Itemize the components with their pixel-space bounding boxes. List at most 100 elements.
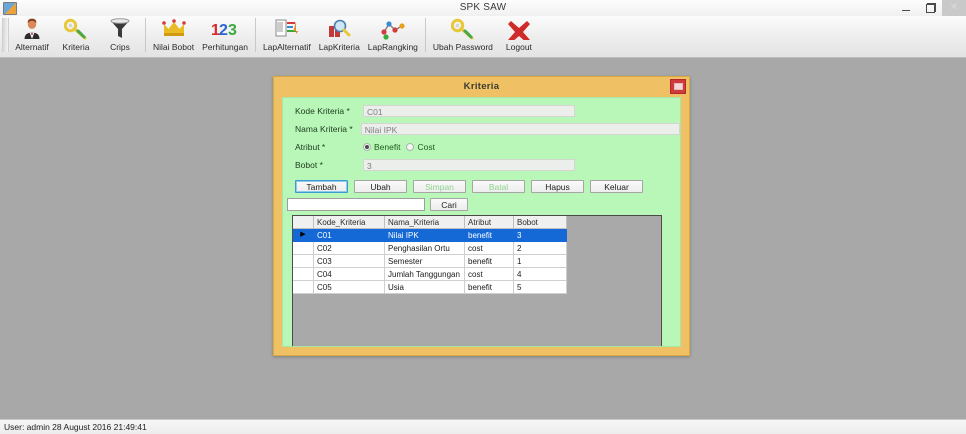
kriteria-dialog: Kriteria Kode Kriteria * C01 Nama Kriter… <box>273 76 690 356</box>
user-icon <box>21 17 43 41</box>
minimize-icon <box>902 10 910 11</box>
kriteria-grid[interactable]: Kode_Kriteria Nama_Kriteria Atribut Bobo… <box>292 215 662 346</box>
svg-text:1: 1 <box>211 22 220 39</box>
kode-kriteria-input[interactable]: C01 <box>363 105 575 117</box>
dialog-body: Kode Kriteria * C01 Nama Kriteria * Nila… <box>282 97 681 347</box>
cell-nama: Usia <box>384 280 465 294</box>
ubah-button[interactable]: Ubah <box>354 180 407 193</box>
label-atribut: Atribut * <box>295 142 326 152</box>
window-title: SPK SAW <box>459 2 507 13</box>
status-bar: User: admin 28 August 2016 21:49:41 <box>0 419 966 434</box>
numbers-123-icon: 1 2 3 <box>211 17 239 41</box>
form-row-bobot: Bobot * 3 <box>283 158 680 172</box>
minimize-button[interactable] <box>894 0 918 16</box>
column-header-kode[interactable]: Kode_Kriteria <box>313 216 385 229</box>
table-row[interactable]: C05 Usia benefit 5 <box>293 280 567 294</box>
close-button[interactable]: ✕ <box>942 0 966 16</box>
cell-nama: Penghasilan Ortu <box>384 241 465 255</box>
keluar-button[interactable]: Keluar <box>590 180 643 193</box>
cell-atribut: benefit <box>464 254 514 268</box>
toolbar-button-nilai-bobot[interactable]: Nilai Bobot <box>149 16 198 55</box>
column-header-atribut[interactable]: Atribut <box>464 216 514 229</box>
status-text: User: admin 28 August 2016 21:49:41 <box>4 422 147 432</box>
close-icon: ✕ <box>949 2 959 13</box>
table-row[interactable]: ▶ C01 Nilai IPK benefit 3 <box>293 228 567 242</box>
cell-nama: Semester <box>384 254 465 268</box>
toolbar-drag-grip[interactable] <box>2 18 9 52</box>
table-row[interactable]: C03 Semester benefit 1 <box>293 254 567 268</box>
column-header-indicator[interactable] <box>293 216 314 229</box>
label-bobot: Bobot * <box>295 160 323 170</box>
column-header-bobot[interactable]: Bobot <box>513 216 567 229</box>
window-title-bar: SPK SAW ✕ <box>0 0 966 17</box>
toolbar-label: Crips <box>110 42 130 52</box>
toolbar-button-laprangking[interactable]: LapRangking <box>364 16 422 55</box>
search-input[interactable] <box>287 198 425 211</box>
main-toolbar: Alternatif Kriteria Crips <box>0 16 966 58</box>
label-kode-kriteria: Kode Kriteria * <box>295 106 350 116</box>
cell-atribut: benefit <box>464 228 514 242</box>
nama-kriteria-input[interactable]: Nilai IPK <box>360 123 680 135</box>
toolbar-button-lapalternatif[interactable]: LapAlternatif <box>259 16 315 55</box>
table-row[interactable]: C04 Jumlah Tanggungan cost 4 <box>293 267 567 281</box>
cari-button[interactable]: Cari <box>430 198 468 211</box>
toolbar-label: Ubah Password <box>432 42 493 52</box>
form-row-nama-kriteria: Nama Kriteria * Nilai IPK <box>283 122 680 136</box>
red-x-icon <box>507 17 531 41</box>
toolbar-button-alternatif[interactable]: Alternatif <box>10 16 54 55</box>
row-indicator-icon: ▶ <box>300 231 306 238</box>
radio-benefit[interactable]: Benefit <box>363 142 400 152</box>
toolbar-label: Nilai Bobot <box>153 42 195 52</box>
toolbar-button-ubah-password[interactable]: Ubah Password <box>429 16 497 55</box>
toolbar-button-lapkriteria[interactable]: LapKriteria <box>315 16 364 55</box>
search-row: Cari <box>283 193 680 211</box>
toolbar-label: Perhitungan <box>202 42 248 52</box>
cell-kode: C04 <box>313 267 385 281</box>
radio-benefit-label: Benefit <box>374 142 401 152</box>
key-icon <box>450 17 475 41</box>
cell-atribut: benefit <box>464 280 514 294</box>
hapus-button[interactable]: Hapus <box>531 180 584 193</box>
toolbar-label: Logout <box>505 42 532 52</box>
cell-bobot: 5 <box>513 280 567 294</box>
cell-bobot: 4 <box>513 267 567 281</box>
radio-selected-icon <box>363 143 371 151</box>
key-icon <box>64 17 88 41</box>
tambah-button[interactable]: Tambah <box>295 180 348 193</box>
radio-cost-label: Cost <box>417 142 435 152</box>
window-controls: ✕ <box>894 0 966 16</box>
toolbar-label: LapRangking <box>367 42 418 52</box>
cell-bobot: 3 <box>513 228 567 242</box>
dialog-close-button[interactable] <box>670 79 686 94</box>
kriteria-table: Kode_Kriteria Nama_Kriteria Atribut Bobo… <box>293 216 567 294</box>
cell-bobot: 2 <box>513 241 567 255</box>
toolbar-separator <box>254 18 256 52</box>
report-chart-icon <box>275 17 299 41</box>
toolbar-label: LapKriteria <box>318 42 360 52</box>
simpan-button[interactable]: Simpan <box>413 180 466 193</box>
toolbar-button-logout[interactable]: Logout <box>497 16 541 55</box>
crown-icon <box>161 17 186 41</box>
cell-atribut: cost <box>464 241 514 255</box>
table-header-row: Kode_Kriteria Nama_Kriteria Atribut Bobo… <box>293 216 567 229</box>
toolbar-button-kriteria[interactable]: Kriteria <box>54 16 98 55</box>
atribut-radio-group: Benefit Cost <box>363 142 435 152</box>
cell-kode: C01 <box>313 228 385 242</box>
column-header-nama[interactable]: Nama_Kriteria <box>384 216 465 229</box>
table-row[interactable]: C02 Penghasilan Ortu cost 2 <box>293 241 567 255</box>
cell-kode: C05 <box>313 280 385 294</box>
toolbar-button-perhitungan[interactable]: 1 2 3 Perhitungan <box>198 16 252 55</box>
toolbar-label: Kriteria <box>62 42 90 52</box>
toolbar-label: LapAlternatif <box>262 42 311 52</box>
maximize-button[interactable] <box>918 0 942 16</box>
toolbar-button-crips[interactable]: Crips <box>98 16 142 55</box>
kriteria-form: Kode Kriteria * C01 Nama Kriteria * Nila… <box>283 104 680 172</box>
form-row-atribut: Atribut * Benefit Cost <box>283 140 680 154</box>
batal-button[interactable]: Batal <box>472 180 525 193</box>
cell-kode: C02 <box>313 241 385 255</box>
radio-cost[interactable]: Cost <box>406 142 435 152</box>
report-search-icon <box>327 17 351 41</box>
bobot-input[interactable]: 3 <box>363 159 575 171</box>
cell-bobot: 1 <box>513 254 567 268</box>
dialog-action-buttons: Tambah Ubah Simpan Batal Hapus Keluar <box>283 176 680 193</box>
